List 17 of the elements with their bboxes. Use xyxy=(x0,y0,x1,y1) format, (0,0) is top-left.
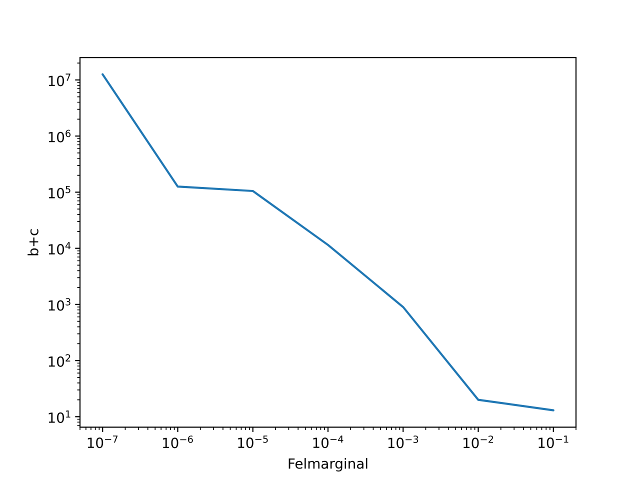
x-tick-label: 10$^{−2}$ xyxy=(464,436,494,448)
y-tick-label: 10$^{5}$ xyxy=(48,186,70,198)
y-tick-label: 10$^{7}$ xyxy=(48,74,70,86)
y-tick-label: 10$^{6}$ xyxy=(48,130,71,142)
line-series xyxy=(102,73,554,412)
y-tick-label: 10$^{1}$ xyxy=(48,410,70,423)
x-axis-title: Felmarginal xyxy=(288,458,368,472)
x-tick-label: 10$^{−6}$ xyxy=(163,436,193,448)
y-tick-label: 10$^{4}$ xyxy=(48,242,71,255)
y-axis-title: b+c xyxy=(28,229,38,256)
x-tick-label: 10$^{−3}$ xyxy=(388,436,418,448)
x-tick-label: 10$^{−4}$ xyxy=(313,436,344,448)
x-tick-label: 10$^{−1}$ xyxy=(538,436,568,448)
y-tick-label: 10$^{3}$ xyxy=(48,298,70,311)
x-tick-label: 10$^{−7}$ xyxy=(88,436,118,448)
y-tick-label: 10$^{2}$ xyxy=(48,354,70,367)
x-tick-label: 10$^{−5}$ xyxy=(238,436,268,448)
